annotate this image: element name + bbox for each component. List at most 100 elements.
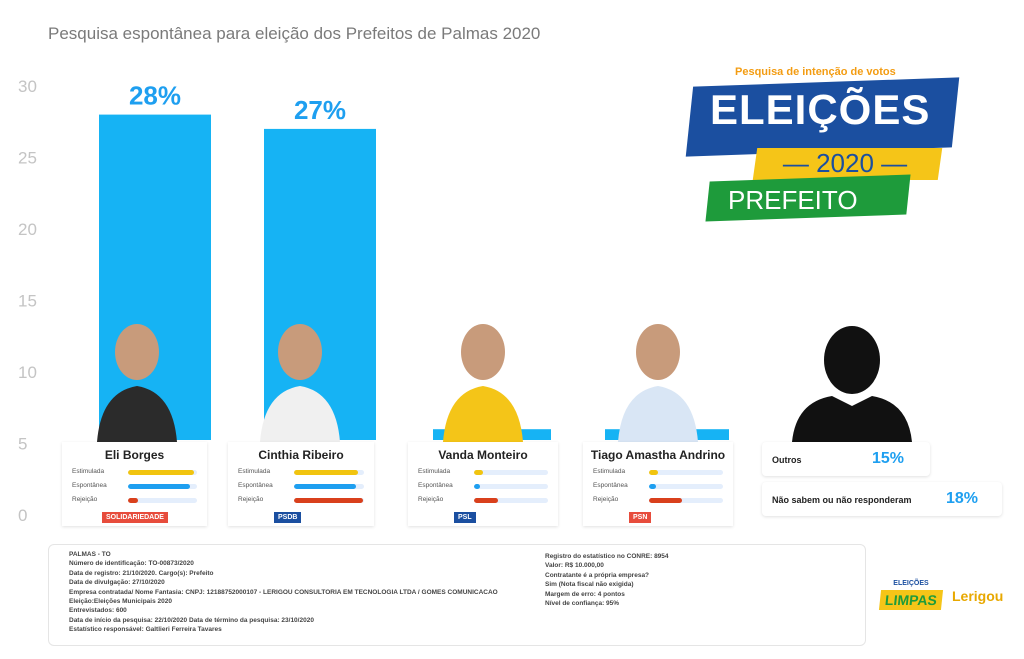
lerigou-logo: Lerigou — [952, 588, 1004, 604]
candidate-name: Cinthia Ribeiro — [258, 448, 344, 462]
candidate-photo — [97, 320, 177, 447]
y-tick-label: 10 — [18, 363, 37, 382]
party-logo: PSDB — [274, 512, 302, 523]
candidate-photo — [618, 320, 698, 447]
registration-line: Data de divulgação: 27/10/2020 — [69, 579, 165, 587]
others-label: Outros — [772, 455, 802, 465]
candidate-name: Tiago Amastha Andrino — [590, 448, 726, 462]
others-row: Outros 15% — [762, 442, 930, 476]
metric-fill — [294, 484, 356, 489]
metric-label: Estimulada — [418, 468, 451, 475]
eleicoes-limpas-logo: ELEIÇÕES LIMPAS — [878, 580, 944, 614]
metric-fill — [474, 470, 483, 475]
poll-registration-box: PALMAS - TO Número de identificação: TO-0… — [48, 544, 866, 646]
registration-line: Sim (Nota fiscal não exigida) — [545, 581, 634, 589]
banner-year-text: — 2020 — — [782, 148, 908, 178]
y-tick-label: 20 — [18, 220, 37, 239]
metric-label: Rejeição — [238, 496, 264, 503]
metric-label: Rejeição — [72, 496, 98, 503]
metric-label: Estimulada — [72, 468, 105, 475]
y-tick-label: 5 — [18, 435, 27, 454]
metric-label: Espontânea — [238, 482, 273, 489]
party-logo: SOLIDARIEDADE — [102, 512, 168, 523]
registration-line: Data de início da pesquisa: 22/10/2020 D… — [69, 616, 314, 624]
metric-track — [649, 484, 723, 489]
metric-label: Estimulada — [238, 468, 271, 475]
metric-fill — [128, 498, 139, 503]
candidate-name: Vanda Monteiro — [438, 448, 528, 462]
metric-fill — [294, 498, 363, 503]
bar-value-label: 27% — [294, 95, 346, 125]
metric-fill — [649, 470, 658, 475]
undecided-value: 18% — [946, 490, 979, 507]
metric-track — [128, 484, 197, 489]
y-tick-label: 0 — [18, 506, 27, 525]
metric-row: Rejeição — [418, 496, 548, 506]
registration-line: Empresa contratada/ Nome Fantasia: CNPJ:… — [69, 588, 498, 596]
party-logo: PSL — [454, 512, 476, 523]
y-tick-label: 25 — [18, 149, 37, 168]
registration-line: Número de identificação: TO-00873/2020 — [69, 560, 194, 568]
metric-row: Espontânea — [238, 482, 364, 492]
bar-0 — [99, 114, 211, 440]
party-logo: PSN — [629, 512, 652, 523]
metric-row: Rejeição — [238, 496, 364, 506]
metric-fill — [128, 470, 194, 475]
eleicoes-limpas-main: LIMPAS — [878, 590, 944, 610]
metric-row: Estimulada — [72, 468, 197, 478]
candidate-name: Eli Borges — [104, 448, 165, 462]
candidate-photo — [443, 320, 523, 447]
banner-subtitle: Pesquisa de intenção de votos — [735, 66, 896, 78]
registration-line: Margem de erro: 4 pontos — [545, 590, 625, 598]
candidate-card: Cinthia Ribeiro Estimulada Espontânea Rejei… — [228, 442, 374, 526]
banner-role-text: PREFEITO — [728, 185, 858, 215]
candidate-card: Eli Borges Estimulada Espontânea Rejeição SO… — [62, 442, 207, 526]
metric-row: Espontânea — [418, 482, 548, 492]
chart-title: Pesquisa espontânea para eleição dos Pre… — [48, 24, 541, 43]
metric-row: Espontânea — [72, 482, 197, 492]
y-tick-label: 30 — [18, 77, 37, 96]
metric-track — [649, 470, 723, 475]
bar-1 — [264, 128, 376, 440]
undecided-label: Não sabem ou não responderam — [772, 495, 912, 505]
candidate-photo — [260, 320, 340, 447]
metric-label: Estimulada — [593, 468, 626, 475]
registration-line: PALMAS - TO — [69, 551, 111, 558]
metric-fill — [474, 484, 480, 489]
registration-line: Data de registro: 21/10/2020. Cargo(s): … — [69, 569, 214, 577]
registration-line: Registro do estatístico no CONRE: 8954 — [545, 553, 669, 560]
candidate-card: Tiago Amastha Andrino Estimulada Espontâne… — [583, 442, 733, 526]
metric-track — [294, 484, 364, 489]
metric-track — [128, 470, 197, 475]
metric-track — [474, 484, 548, 489]
registration-line: Contratante é a própria empresa? — [545, 571, 650, 579]
metric-label: Espontânea — [72, 482, 107, 489]
metric-fill — [474, 498, 498, 503]
metric-track — [474, 498, 548, 503]
metric-row: Estimulada — [238, 468, 364, 478]
registration-line: Eleição:Eleições Municipais 2020 — [69, 598, 172, 605]
registration-line: Valor: R$ 10.000,00 — [545, 562, 604, 570]
metric-track — [649, 498, 723, 503]
metric-label: Rejeição — [593, 496, 619, 503]
candidate-card: Vanda Monteiro Estimulada Espontânea Rejeiç… — [408, 442, 558, 526]
others-value: 15% — [872, 450, 905, 467]
registration-line: Estatístico responsável: Galtlieri Ferre… — [69, 626, 222, 634]
y-tick-label: 15 — [18, 292, 37, 311]
metric-fill — [128, 484, 191, 489]
metric-row: Estimulada — [593, 468, 723, 478]
metric-fill — [649, 498, 683, 503]
bar-value-label: 28% — [129, 81, 181, 111]
registration-line: Nível de confiança: 95% — [545, 600, 620, 607]
metric-fill — [649, 484, 657, 489]
metric-label: Espontânea — [418, 482, 453, 489]
unknown-person-silhouette — [792, 326, 912, 442]
metric-row: Espontânea — [593, 482, 723, 492]
metric-track — [294, 498, 364, 503]
eleicoes-banner: Pesquisa de intenção de votos ELEIÇÕES —… — [680, 60, 970, 230]
eleicoes-limpas-top: ELEIÇÕES — [893, 580, 929, 587]
registration-line: Entrevistados: 600 — [69, 607, 127, 615]
metric-track — [128, 498, 197, 503]
metric-row: Rejeição — [72, 496, 197, 506]
metric-label: Rejeição — [418, 496, 444, 503]
